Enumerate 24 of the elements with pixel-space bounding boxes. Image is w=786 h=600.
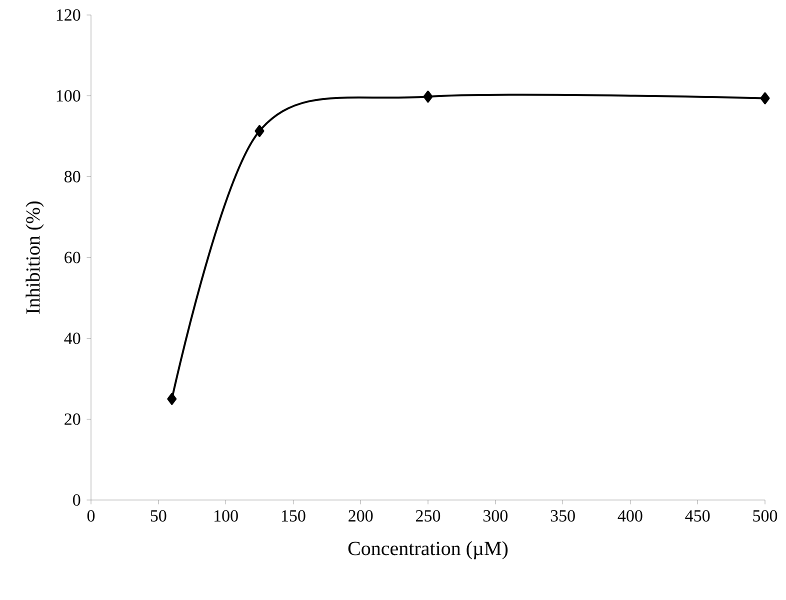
point (760, 92, 770, 104)
x-tick-label: 400 (618, 510, 642, 522)
y-tick-label: 120 (56, 9, 80, 21)
x-tick-label: 450 (685, 510, 710, 522)
x-tick-label: 300 (483, 510, 508, 522)
y-tick-label: 20 (64, 413, 80, 425)
x-axis-title: Concentration (µM) (348, 541, 508, 560)
x-tick-label: 250 (416, 510, 440, 522)
y-tick-label: 100 (56, 90, 80, 102)
point (167, 392, 177, 405)
x-tick-label: 500 (753, 510, 778, 522)
x-tick-label: 100 (214, 510, 238, 522)
y-tick-label: 0 (73, 494, 80, 506)
x-tick-label: 150 (282, 510, 306, 522)
point (423, 90, 433, 103)
y-tick-label: 80 (64, 170, 80, 182)
y-tick-label: 40 (64, 332, 80, 344)
x-tick-label: 200 (348, 510, 373, 522)
point (254, 124, 264, 137)
x-tick-label: 50 (150, 510, 166, 522)
y-axis-title: Inhibition (%) (26, 201, 44, 314)
x-tick-label: 350 (550, 510, 575, 522)
y-tick-label: 60 (64, 252, 80, 264)
x-tick-label: 0 (87, 510, 95, 522)
